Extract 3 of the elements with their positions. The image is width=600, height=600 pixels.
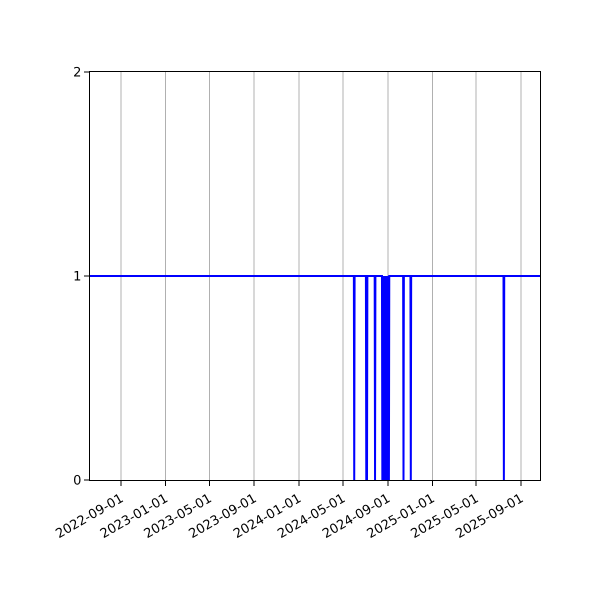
y-tick-label: 1 <box>73 270 82 285</box>
y-tick-label: 2 <box>73 66 82 81</box>
y-tick-label: 0 <box>73 474 82 489</box>
